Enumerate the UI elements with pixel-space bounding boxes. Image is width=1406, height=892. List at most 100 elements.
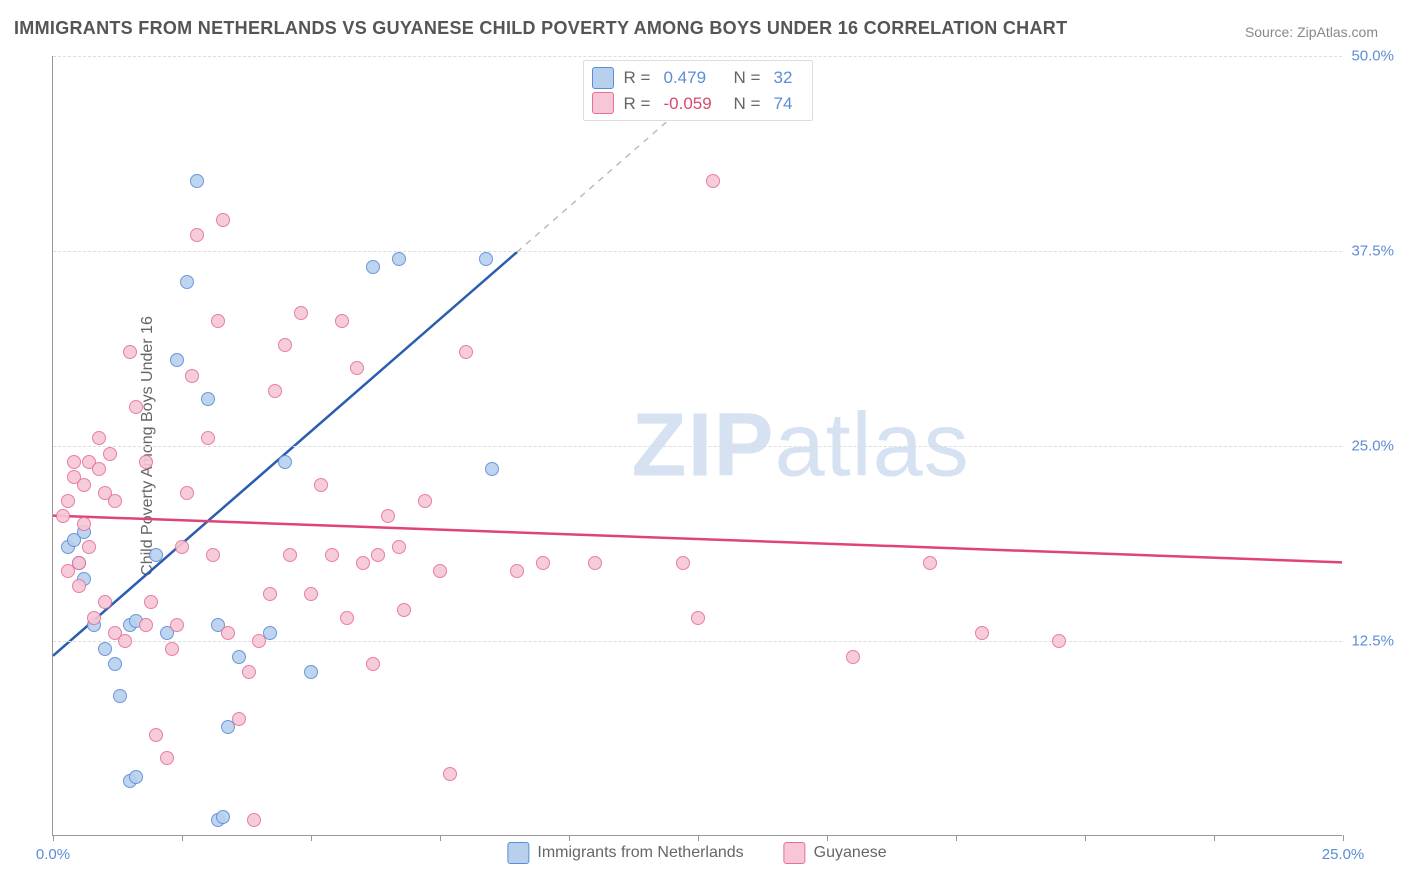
legend-label-netherlands: Immigrants from Netherlands — [537, 844, 743, 861]
watermark-rest: atlas — [775, 395, 970, 495]
data-point-netherlands — [180, 275, 194, 289]
gridline — [53, 641, 1342, 642]
chart-title: IMMIGRANTS FROM NETHERLANDS VS GUYANESE … — [14, 18, 1067, 39]
n-value-netherlands: 32 — [774, 65, 804, 91]
x-tick — [956, 835, 957, 841]
y-tick-label: 25.0% — [1346, 438, 1394, 455]
data-point-guyanese — [170, 618, 184, 632]
x-tick — [1085, 835, 1086, 841]
data-point-guyanese — [588, 556, 602, 570]
legend-stats-row-guyanese: R =-0.059N =74 — [592, 91, 804, 117]
data-point-guyanese — [67, 455, 81, 469]
data-point-guyanese — [252, 634, 266, 648]
x-tick — [569, 835, 570, 841]
data-point-guyanese — [418, 494, 432, 508]
data-point-guyanese — [77, 478, 91, 492]
data-point-netherlands — [216, 810, 230, 824]
data-point-guyanese — [92, 462, 106, 476]
data-point-guyanese — [366, 657, 380, 671]
plot-wrap: ZIPatlas R =0.479N =32R =-0.059N =74 12.… — [52, 56, 1342, 836]
x-tick-label: 0.0% — [36, 846, 70, 863]
data-point-guyanese — [92, 431, 106, 445]
data-point-guyanese — [247, 813, 261, 827]
data-point-guyanese — [268, 384, 282, 398]
data-point-guyanese — [232, 712, 246, 726]
data-point-guyanese — [676, 556, 690, 570]
x-tick — [698, 835, 699, 841]
legend-swatch-guyanese — [592, 92, 614, 114]
data-point-guyanese — [72, 579, 86, 593]
data-point-netherlands — [149, 548, 163, 562]
data-point-guyanese — [706, 174, 720, 188]
data-point-guyanese — [350, 361, 364, 375]
data-point-guyanese — [356, 556, 370, 570]
data-point-guyanese — [149, 728, 163, 742]
legend-stats-row-netherlands: R = 0.479 N = 32 — [592, 65, 804, 91]
data-point-netherlands — [278, 455, 292, 469]
legend-swatch-guyanese — [784, 842, 806, 864]
data-point-netherlands — [366, 260, 380, 274]
data-point-guyanese — [340, 611, 354, 625]
data-point-guyanese — [221, 626, 235, 640]
gridline — [53, 56, 1342, 57]
data-point-guyanese — [56, 509, 70, 523]
data-point-guyanese — [185, 369, 199, 383]
data-point-guyanese — [371, 548, 385, 562]
data-point-guyanese — [211, 314, 225, 328]
data-point-guyanese — [691, 611, 705, 625]
y-tick-label: 12.5% — [1346, 633, 1394, 650]
data-point-guyanese — [263, 587, 277, 601]
data-point-netherlands — [392, 252, 406, 266]
data-point-guyanese — [61, 494, 75, 508]
chart-container: IMMIGRANTS FROM NETHERLANDS VS GUYANESE … — [0, 0, 1406, 892]
source-link[interactable]: ZipAtlas.com — [1297, 24, 1378, 40]
data-point-guyanese — [923, 556, 937, 570]
data-point-guyanese — [536, 556, 550, 570]
legend-stats: R = 0.479 N = 32R =-0.059N =74 — [583, 60, 813, 121]
source-attribution: Source: ZipAtlas.com — [1245, 24, 1378, 40]
data-point-guyanese — [381, 509, 395, 523]
x-tick-label: 25.0% — [1322, 846, 1365, 863]
data-point-guyanese — [87, 611, 101, 625]
data-point-guyanese — [325, 548, 339, 562]
r-value-netherlands: 0.479 — [664, 65, 724, 91]
data-point-guyanese — [103, 447, 117, 461]
watermark-bold: ZIP — [632, 395, 775, 495]
legend-item-netherlands: Immigrants from Netherlands — [507, 842, 743, 864]
data-point-netherlands — [170, 353, 184, 367]
gridline — [53, 251, 1342, 252]
x-tick — [1214, 835, 1215, 841]
data-point-guyanese — [206, 548, 220, 562]
y-tick-label: 37.5% — [1346, 243, 1394, 260]
r-label: R = — [624, 65, 654, 91]
data-point-guyanese — [433, 564, 447, 578]
data-point-guyanese — [1052, 634, 1066, 648]
x-tick — [1343, 835, 1344, 841]
y-tick-label: 50.0% — [1346, 48, 1394, 65]
data-point-guyanese — [139, 455, 153, 469]
n-label: N = — [734, 65, 764, 91]
data-point-guyanese — [201, 431, 215, 445]
data-point-guyanese — [175, 540, 189, 554]
data-point-guyanese — [108, 494, 122, 508]
x-tick — [311, 835, 312, 841]
data-point-guyanese — [294, 306, 308, 320]
data-point-guyanese — [98, 595, 112, 609]
legend-swatch-netherlands — [507, 842, 529, 864]
data-point-netherlands — [129, 770, 143, 784]
data-point-guyanese — [975, 626, 989, 640]
data-point-netherlands — [201, 392, 215, 406]
data-point-guyanese — [144, 595, 158, 609]
data-point-netherlands — [108, 657, 122, 671]
data-point-guyanese — [304, 587, 318, 601]
data-point-guyanese — [72, 556, 86, 570]
data-point-guyanese — [283, 548, 297, 562]
data-point-guyanese — [397, 603, 411, 617]
data-point-netherlands — [232, 650, 246, 664]
legend-item-guyanese: Guyanese — [784, 842, 887, 864]
data-point-guyanese — [139, 618, 153, 632]
x-tick — [827, 835, 828, 841]
data-point-guyanese — [160, 751, 174, 765]
data-point-guyanese — [180, 486, 194, 500]
data-point-guyanese — [165, 642, 179, 656]
